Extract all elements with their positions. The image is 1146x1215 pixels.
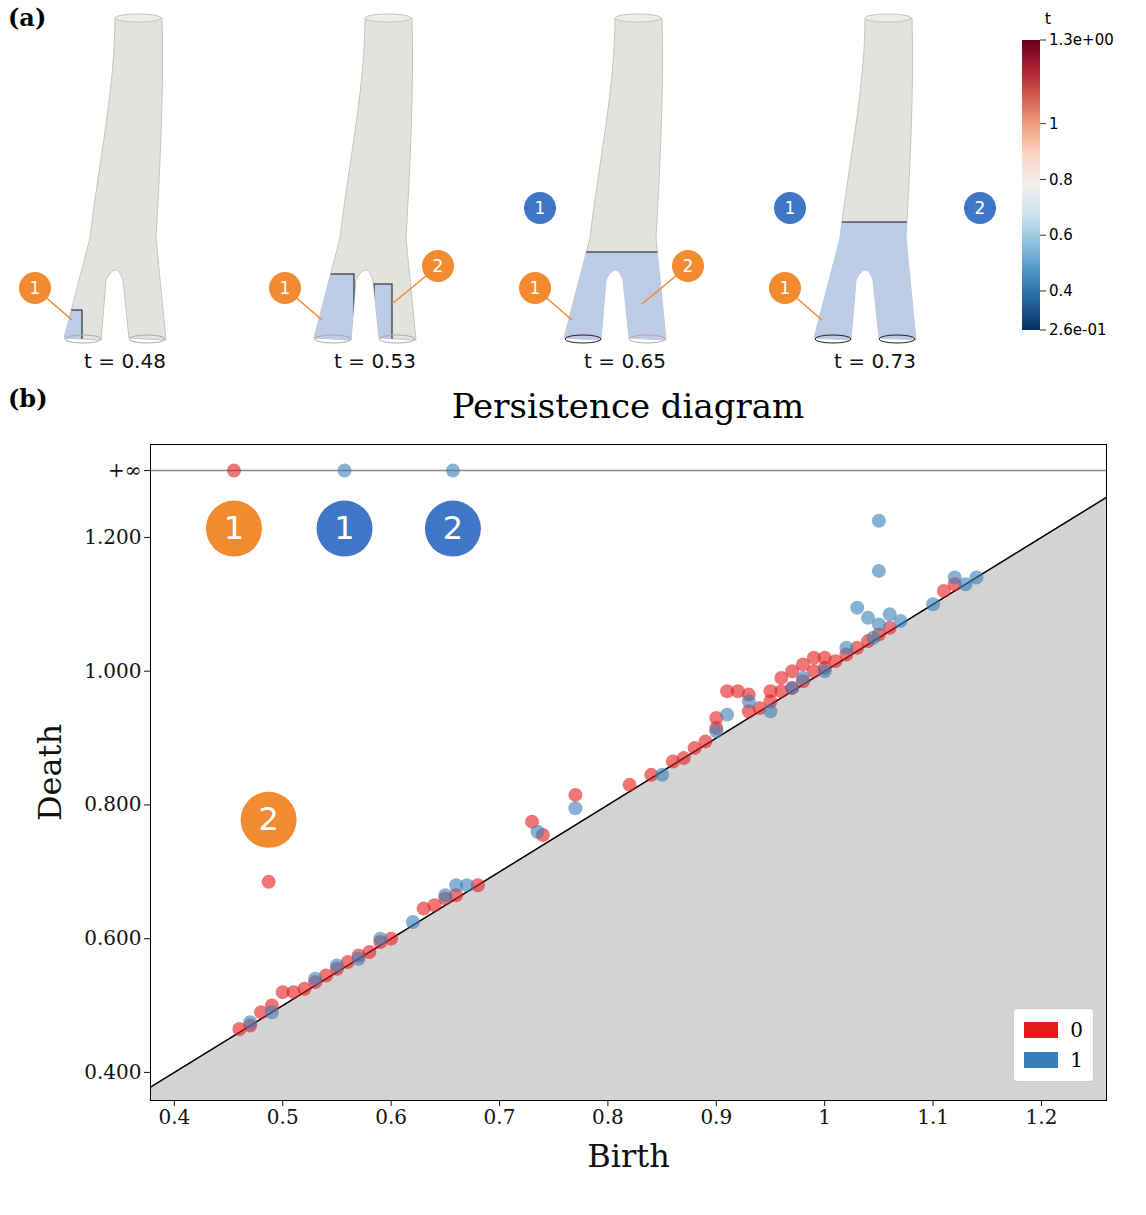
svg-text:2: 2 xyxy=(443,509,463,547)
svg-text:1: 1 xyxy=(785,198,796,218)
svg-text:2.6e-01: 2.6e-01 xyxy=(1049,321,1107,339)
html-text:1: 1 xyxy=(1070,1048,1083,1072)
svg-text:2: 2 xyxy=(975,198,986,218)
svg-text:1: 1 xyxy=(280,278,291,298)
svg-text:1: 1 xyxy=(1049,115,1059,133)
svg-text:t = 0.48: t = 0.48 xyxy=(84,349,166,373)
svg-text:0.600: 0.600 xyxy=(84,926,141,950)
svg-text:0.5: 0.5 xyxy=(267,1105,299,1129)
html-text:(b): (b) xyxy=(8,384,48,413)
svg-text:1.2: 1.2 xyxy=(1026,1105,1058,1129)
svg-text:0.8: 0.8 xyxy=(1049,171,1073,189)
svg-text:0.8: 0.8 xyxy=(592,1105,624,1129)
svg-text:2: 2 xyxy=(433,256,444,276)
svg-text:1: 1 xyxy=(818,1105,831,1129)
svg-text:1: 1 xyxy=(224,509,244,547)
svg-text:t = 0.73: t = 0.73 xyxy=(834,349,916,373)
svg-text:2: 2 xyxy=(258,800,278,838)
svg-text:0.4: 0.4 xyxy=(1049,282,1073,300)
svg-text:0.4: 0.4 xyxy=(158,1105,190,1129)
svg-text:1: 1 xyxy=(30,278,41,298)
svg-text:1.200: 1.200 xyxy=(84,525,141,549)
svg-text:0.6: 0.6 xyxy=(1049,226,1073,244)
html-text:0: 0 xyxy=(1070,1018,1083,1042)
svg-text:1: 1 xyxy=(535,198,546,218)
svg-text:0.9: 0.9 xyxy=(700,1105,732,1129)
svg-text:1: 1 xyxy=(334,509,354,547)
svg-text:2: 2 xyxy=(683,256,694,276)
svg-text:t = 0.65: t = 0.65 xyxy=(584,349,666,373)
svg-text:Birth: Birth xyxy=(587,1137,670,1175)
svg-text:t: t xyxy=(1045,9,1051,28)
svg-text:Death: Death xyxy=(31,724,69,821)
svg-text:1.000: 1.000 xyxy=(84,659,141,683)
svg-text:0.800: 0.800 xyxy=(84,792,141,816)
svg-text:0.400: 0.400 xyxy=(84,1060,141,1084)
svg-text:0.7: 0.7 xyxy=(484,1105,516,1129)
svg-text:0.6: 0.6 xyxy=(375,1105,407,1129)
svg-text:1: 1 xyxy=(530,278,541,298)
svg-text:(a): (a) xyxy=(8,3,46,32)
svg-text:1.3e+00: 1.3e+00 xyxy=(1049,31,1114,49)
svg-text:1.1: 1.1 xyxy=(917,1105,949,1129)
html-text:Persistence diagram: Persistence diagram xyxy=(451,386,805,426)
svg-text:1: 1 xyxy=(780,278,791,298)
svg-text:+∞: +∞ xyxy=(108,458,141,482)
svg-text:t = 0.53: t = 0.53 xyxy=(334,349,416,373)
